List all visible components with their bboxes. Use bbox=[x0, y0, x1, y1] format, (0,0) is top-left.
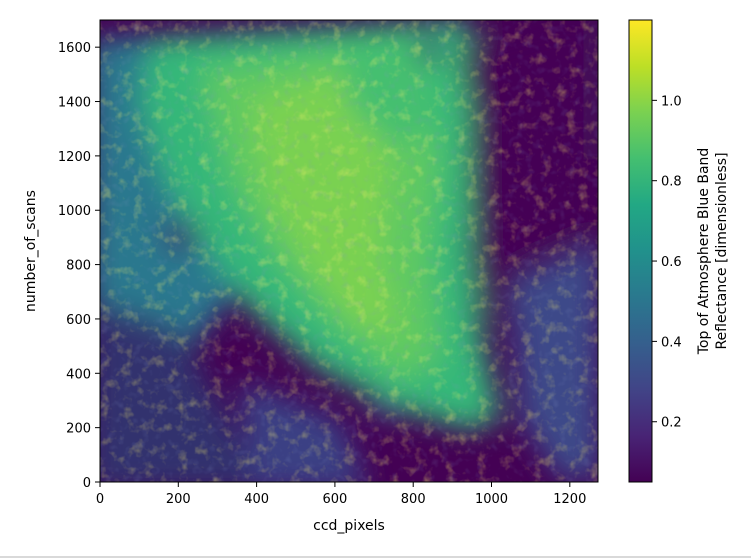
x-tick-label: 1000 bbox=[475, 492, 508, 507]
y-tick-label: 400 bbox=[66, 367, 91, 382]
colorbar-tick-label: 1.0 bbox=[661, 94, 682, 109]
y-axis-label: number_of_scans bbox=[23, 190, 39, 312]
y-tick-label: 1200 bbox=[58, 150, 91, 165]
colorbar-ticks: 0.2 0.4 0.6 0.8 1.0 bbox=[652, 94, 682, 431]
colorbar bbox=[628, 19, 653, 483]
colorbar-tick-label: 0.8 bbox=[661, 175, 682, 190]
colorbar-tick-label: 0.2 bbox=[661, 416, 682, 431]
y-tick-label: 800 bbox=[66, 259, 91, 274]
x-tick-label: 0 bbox=[96, 492, 104, 507]
y-tick-label: 600 bbox=[66, 313, 91, 328]
y-axis-ticks: 0 200 400 600 800 1000 1200 1400 1600 bbox=[58, 41, 100, 491]
x-tick-label: 1200 bbox=[553, 492, 586, 507]
x-tick-label: 600 bbox=[322, 492, 347, 507]
cloud-texture-dark bbox=[100, 20, 598, 482]
bottom-rule bbox=[0, 556, 751, 558]
x-tick-label: 200 bbox=[166, 492, 191, 507]
y-tick-label: 1400 bbox=[58, 96, 91, 111]
y-tick-label: 0 bbox=[83, 476, 91, 491]
colorbar-label-line-2: Reflectance [dimensionless] bbox=[714, 152, 730, 349]
x-tick-label: 400 bbox=[244, 492, 269, 507]
y-tick-label: 1600 bbox=[58, 41, 91, 56]
y-tick-label: 200 bbox=[66, 422, 91, 437]
plot-frame bbox=[99, 19, 599, 483]
y-tick-label: 1000 bbox=[58, 204, 91, 219]
x-axis-ticks: 0 200 400 600 800 1000 1200 bbox=[96, 482, 586, 507]
x-tick-label: 800 bbox=[401, 492, 426, 507]
colorbar-label-line-1: Top of Atmosphere Blue Band bbox=[696, 148, 712, 356]
colorbar-tick-label: 0.6 bbox=[661, 255, 682, 270]
reflectance-heatmap bbox=[100, 20, 598, 482]
x-axis-label: ccd_pixels bbox=[313, 518, 385, 534]
colorbar-tick-label: 0.4 bbox=[661, 335, 682, 350]
